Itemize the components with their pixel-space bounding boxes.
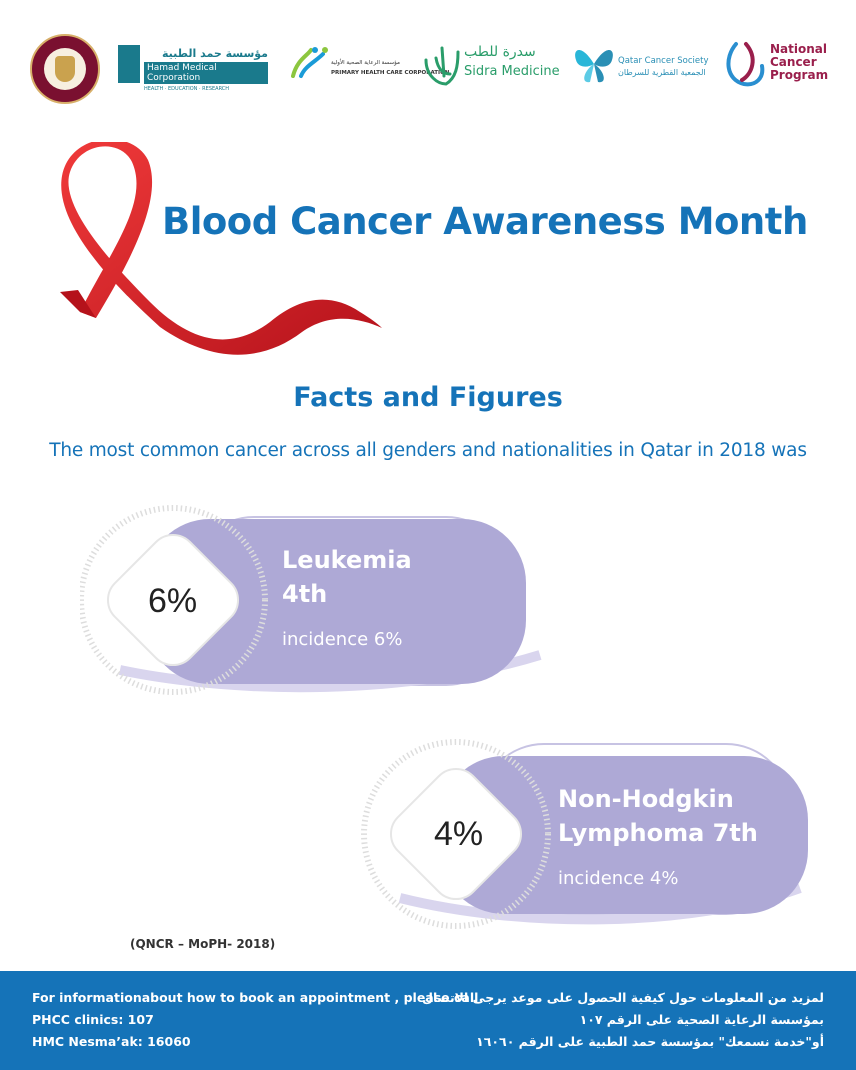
awareness-ribbon-icon bbox=[60, 142, 382, 355]
nhl-incidence: incidence 4% bbox=[558, 868, 679, 889]
phcc-logo-english: PRIMARY HEALTH CARE CORPORATION bbox=[331, 70, 450, 76]
phcc-logo: مؤسسة الرعاية الصحية الأولية PRIMARY HEA… bbox=[289, 40, 449, 90]
source-citation: (QNCR – MoPH- 2018) bbox=[130, 937, 276, 951]
hmc-logo-arabic: مؤسسة حمد الطبية bbox=[162, 47, 268, 60]
footer-ar-line3: أو"خدمة نسمعك" بمؤسسة حمد الطبية على الر… bbox=[476, 1034, 824, 1049]
phcc-mark-icon bbox=[291, 47, 328, 78]
section-subtitle: Facts and Figures bbox=[293, 382, 563, 413]
sidra-logo-english: Sidra Medicine bbox=[464, 64, 560, 79]
ncp-line2: Cancer bbox=[770, 55, 817, 69]
ncp-logo-text: National Cancer Program bbox=[770, 43, 828, 82]
nhl-percent: 4% bbox=[434, 815, 484, 853]
nhl-rank: Lymphoma 7th bbox=[558, 819, 758, 847]
leukemia-percent: 6% bbox=[148, 582, 198, 620]
footer-en-line2: PHCC clinics: 107 bbox=[32, 1012, 154, 1027]
qcs-logo-arabic: الجمعية القطرية للسرطان bbox=[618, 68, 706, 77]
footer-en-line1: For informationabout how to book an appo… bbox=[32, 990, 479, 1005]
ncp-line1: National bbox=[770, 42, 827, 56]
footer-bar: For informationabout how to book an appo… bbox=[0, 971, 856, 1070]
nhl-name: Non-Hodgkin bbox=[558, 785, 734, 813]
leukemia-rank: 4th bbox=[282, 580, 328, 608]
nhl-card-text: Non-Hodgkin Lymphoma 7th incidence 4% bbox=[558, 782, 758, 889]
footer-en-line3: HMC Nesma’ak: 16060 bbox=[32, 1034, 191, 1049]
footer-english: For informationabout how to book an appo… bbox=[32, 987, 478, 1053]
phcc-logo-arabic: مؤسسة الرعاية الصحية الأولية bbox=[331, 60, 400, 66]
hmc-logo-tagline: HEALTH · EDUCATION · RESEARCH bbox=[144, 86, 230, 92]
footer-arabic: لمزيد من المعلومات حول كيفية الحصول على … bbox=[422, 987, 824, 1053]
sidra-leaf-icon bbox=[424, 46, 460, 86]
sidra-logo-arabic: سدرة للطب bbox=[464, 44, 536, 60]
qcs-logo: Qatar Cancer Society الجمعية القطرية للس… bbox=[572, 40, 709, 90]
hmc-logo-english: Hamad Medical Corporation bbox=[144, 62, 268, 84]
leukemia-name: Leukemia bbox=[282, 546, 412, 574]
sidra-logo: سدرة للطب Sidra Medicine bbox=[422, 40, 560, 88]
moph-logo bbox=[30, 34, 100, 104]
leukemia-incidence: incidence 6% bbox=[282, 629, 403, 650]
ncp-line3: Program bbox=[770, 68, 829, 82]
qcs-logo-english: Qatar Cancer Society bbox=[618, 56, 709, 66]
ncp-ribbon-icon bbox=[726, 42, 765, 87]
page-title: Blood Cancer Awareness Month bbox=[162, 200, 808, 243]
footer-ar-line1: لمزيد من المعلومات حول كيفية الحصول على … bbox=[422, 990, 824, 1005]
ncp-logo: National Cancer Program bbox=[722, 40, 832, 90]
footer-ar-line2: بمؤسسة الرعاية الصحية على الرقم ١٠٧ bbox=[579, 1012, 824, 1027]
hmc-logo: مؤسسة حمد الطبية Hamad Medical Corporati… bbox=[118, 45, 268, 92]
qcs-butterfly-icon bbox=[575, 50, 613, 83]
lead-text: The most common cancer across all gender… bbox=[49, 440, 807, 461]
nhl-card-graphic bbox=[361, 739, 808, 929]
leukemia-card-text: Leukemia 4th incidence 6% bbox=[282, 543, 412, 650]
leukemia-card-graphic bbox=[80, 505, 542, 695]
